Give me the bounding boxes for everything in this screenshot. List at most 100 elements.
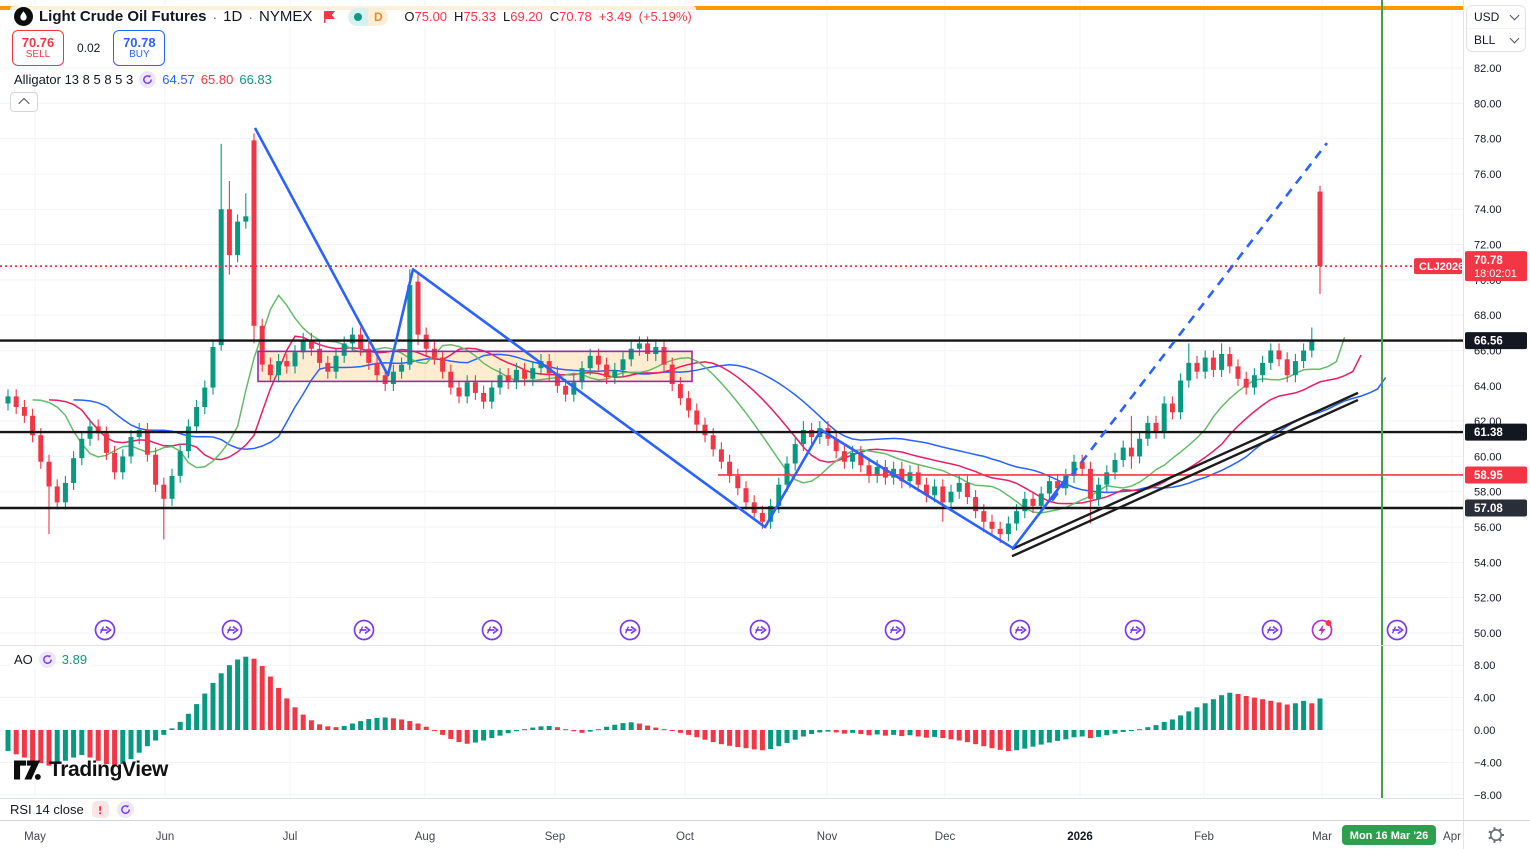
collapse-pane-button[interactable] xyxy=(10,92,38,112)
time-axis-label: Dec xyxy=(935,831,956,843)
sell-button[interactable]: 70.76 SELL xyxy=(12,30,64,66)
unit-select[interactable]: BLL xyxy=(1467,28,1525,51)
contract-rollover-icon[interactable] xyxy=(1124,619,1146,641)
change-value: +3.49 xyxy=(598,9,632,24)
axis-tick-label: 0.00 xyxy=(1474,725,1495,737)
ohlc-readout: O75.00 H75.33 L69.20 C70.78 +3.49 (+5.19… xyxy=(404,9,692,24)
time-axis-label: Apr xyxy=(1443,831,1461,843)
ao-label: AO xyxy=(14,652,33,667)
tradingview-watermark: TradingView xyxy=(12,757,168,783)
trend-channel[interactable] xyxy=(1011,391,1359,558)
contract-rollover-icon[interactable] xyxy=(619,619,641,641)
daily-interval-badge: D xyxy=(368,7,389,26)
chevron-down-icon xyxy=(1509,33,1520,44)
market-open-dot-icon xyxy=(348,7,369,26)
change-percent: (+5.19%) xyxy=(638,9,692,24)
time-axis-label: Mar xyxy=(1312,831,1332,843)
contract-rollover-icon[interactable] xyxy=(1009,619,1031,641)
warning-icon[interactable] xyxy=(91,801,109,818)
symbol-logo-icon xyxy=(14,7,33,26)
symbol-title: Light Crude Oil Futures xyxy=(39,8,207,25)
zigzag-line[interactable] xyxy=(253,127,1070,550)
dashed-trendline[interactable] xyxy=(1050,142,1329,502)
grid-lines xyxy=(0,0,1463,820)
alligator-lips-value: 66.83 xyxy=(239,72,272,87)
refresh-icon[interactable] xyxy=(139,71,157,88)
axis-tick-label: 60.00 xyxy=(1474,451,1502,463)
ao-legend[interactable]: AO 3.89 xyxy=(10,650,92,669)
axis-tick-label: −8.00 xyxy=(1474,790,1502,802)
contract-rollover-icon[interactable] xyxy=(1261,619,1283,641)
rsi-pane-header[interactable]: RSI 14 close xyxy=(0,798,1463,820)
time-axis-label: Jun xyxy=(156,831,175,843)
svg-text:58.95: 58.95 xyxy=(1474,470,1503,482)
price-axis-tag: 58.95 xyxy=(1465,466,1527,484)
spread-value: 0.02 xyxy=(77,41,101,55)
alligator-lips-line xyxy=(32,293,1346,514)
contract-rollover-icon[interactable] xyxy=(94,619,116,641)
axis-tick-label: 82.00 xyxy=(1474,63,1502,75)
time-axis-label: Sep xyxy=(545,831,565,843)
axis-tick-label: 52.00 xyxy=(1474,593,1502,605)
axis-tick-label: 68.00 xyxy=(1474,310,1502,322)
contract-rollover-icon[interactable] xyxy=(884,619,906,641)
exchange-label: NYMEX xyxy=(259,8,313,25)
contract-rollover-icon[interactable] xyxy=(221,619,243,641)
axis-tick-label: 72.00 xyxy=(1474,240,1502,252)
price-axis-tag: 66.56 xyxy=(1465,332,1527,350)
contract-rollover-icon[interactable] xyxy=(1386,619,1408,641)
currency-select[interactable]: USD xyxy=(1467,6,1525,28)
time-axis-label: 2026 xyxy=(1067,831,1093,843)
chevron-down-icon xyxy=(1509,10,1520,21)
time-axis-label: Nov xyxy=(817,831,838,843)
interval-label[interactable]: 1D xyxy=(223,8,243,25)
axis-tick-label: 50.00 xyxy=(1474,628,1502,640)
svg-text:18:02:01: 18:02:01 xyxy=(1474,268,1517,280)
alligator-jaw-line xyxy=(73,353,1387,494)
svg-text:CLJ2026: CLJ2026 xyxy=(1419,261,1464,273)
go-to-date-badge[interactable]: Mon 16 Mar '26 xyxy=(1342,825,1436,845)
axis-tick-label: 54.00 xyxy=(1474,557,1502,569)
svg-text:70.78: 70.78 xyxy=(1474,255,1503,267)
rsi-label: RSI 14 close xyxy=(10,802,84,817)
symbol-legend[interactable]: Light Crude Oil Futures · 1D · NYMEX D O… xyxy=(10,6,696,27)
contract-rollover-icon[interactable] xyxy=(749,619,771,641)
refresh-icon[interactable] xyxy=(38,651,56,668)
axis-tick-label: 56.00 xyxy=(1474,522,1502,534)
time-axis-label: Jul xyxy=(283,831,298,843)
gear-icon[interactable] xyxy=(1488,826,1504,844)
axis-tick-label: −4.00 xyxy=(1474,757,1502,769)
rollover-alert-icon[interactable] xyxy=(1311,619,1333,641)
refresh-icon[interactable] xyxy=(116,801,134,818)
axis-unit-selector: USD BLL xyxy=(1466,5,1526,52)
market-status-pill[interactable]: D xyxy=(348,7,389,26)
flag-icon[interactable] xyxy=(322,9,338,25)
price-axis-tag: 57.08 xyxy=(1465,499,1527,517)
contract-rollover-icon[interactable] xyxy=(353,619,375,641)
chevron-up-icon xyxy=(18,97,30,110)
buy-button[interactable]: 70.78 BUY xyxy=(113,30,166,66)
axis-tick-label: 8.00 xyxy=(1474,660,1495,672)
alligator-label: Alligator 13 8 5 8 5 3 xyxy=(14,72,134,87)
price-axis-tag: 61.38 xyxy=(1465,423,1527,441)
svg-text:61.38: 61.38 xyxy=(1474,427,1503,439)
time-axis-label: Aug xyxy=(415,831,435,843)
rollover-markers xyxy=(94,619,1408,641)
svg-text:Mon 16 Mar '26: Mon 16 Mar '26 xyxy=(1350,830,1428,842)
order-panel: 70.76 SELL 0.02 70.78 BUY xyxy=(12,30,166,66)
series-line-label: CLJ2026 xyxy=(1414,258,1464,275)
supply-zone-border[interactable] xyxy=(257,350,693,383)
candles-layer xyxy=(5,133,1323,543)
svg-text:57.08: 57.08 xyxy=(1474,503,1503,515)
alligator-legend[interactable]: Alligator 13 8 5 8 5 3 64.57 65.80 66.83 xyxy=(10,70,276,89)
contract-rollover-icon[interactable] xyxy=(481,619,503,641)
axis-tick-label: 78.00 xyxy=(1474,134,1502,146)
axis-tick-label: 74.00 xyxy=(1474,204,1502,216)
axis-tick-label: 64.00 xyxy=(1474,381,1502,393)
ao-histogram xyxy=(5,656,1323,767)
time-axis[interactable]: May Jun Jul Aug Sep Oct Nov Dec 2026 Feb Mar Apr Mon… xyxy=(0,820,1530,846)
price-axis[interactable]: 50.0052.0054.0056.0058.0060.0062.0064.00… xyxy=(1463,0,1530,849)
